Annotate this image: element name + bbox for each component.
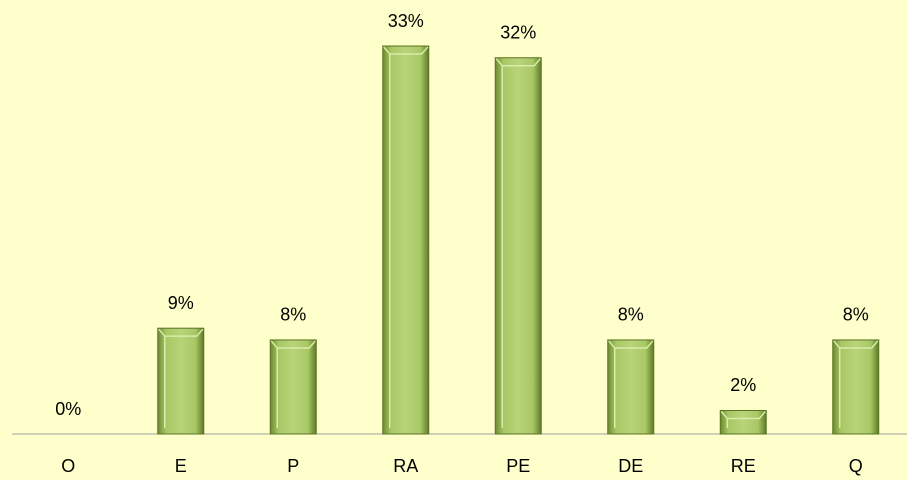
x-tick-label: O bbox=[61, 456, 75, 476]
x-tick-label: P bbox=[287, 456, 299, 476]
value-label: 8% bbox=[280, 305, 306, 325]
x-tick-label: Q bbox=[849, 456, 863, 476]
value-label: 9% bbox=[168, 293, 194, 313]
value-label: 8% bbox=[618, 305, 644, 325]
x-tick-label: E bbox=[175, 456, 187, 476]
bar-bevel bbox=[608, 340, 654, 428]
x-tick-label: DE bbox=[618, 456, 643, 476]
x-tick-label: PE bbox=[506, 456, 530, 476]
x-tick-label: RE bbox=[731, 456, 756, 476]
value-label: 8% bbox=[843, 305, 869, 325]
bar-bevel bbox=[720, 410, 766, 428]
bar bbox=[719, 409, 767, 435]
bar-bevel bbox=[833, 340, 879, 428]
x-tick-label: RA bbox=[393, 456, 418, 476]
value-label: 32% bbox=[500, 23, 536, 43]
bar-bevel bbox=[495, 58, 541, 428]
value-label: 2% bbox=[730, 375, 756, 395]
value-label: 33% bbox=[388, 11, 424, 31]
bar-bevel bbox=[383, 46, 429, 428]
bar-bevel bbox=[158, 328, 204, 428]
bar-bevel bbox=[270, 340, 316, 428]
value-label: 0% bbox=[55, 399, 81, 419]
